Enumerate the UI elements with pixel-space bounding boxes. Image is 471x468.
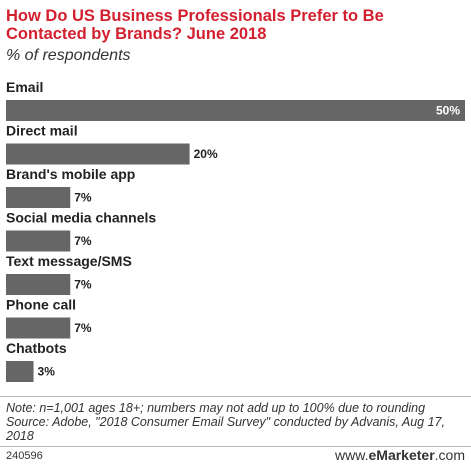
brand-logo: www.eMarketer.com xyxy=(335,447,465,463)
brand-prefix: www. xyxy=(335,447,369,463)
bar-chart: Email 50% Direct mail 20% Brand's mobile app… xyxy=(6,79,465,382)
category-label: Chatbots xyxy=(6,340,67,356)
category-label: Direct mail xyxy=(6,123,78,139)
category-label: Text message/SMS xyxy=(6,253,132,269)
category-label: Brand's mobile app xyxy=(6,166,135,182)
source-note: Note: n=1,001 ages 18+; numbers may not … xyxy=(6,401,445,443)
bar xyxy=(6,361,34,382)
chart-id: 240596 xyxy=(6,450,43,462)
bar xyxy=(6,274,71,295)
value-label: 50% xyxy=(436,104,460,118)
chart-title: How Do US Business Professionals Prefer … xyxy=(6,7,384,43)
note-divider xyxy=(0,396,471,397)
bar xyxy=(6,187,71,208)
brand-name: eMarketer xyxy=(368,447,435,463)
value-label: 7% xyxy=(74,321,92,335)
bar xyxy=(6,230,71,252)
category-label: Social media channels xyxy=(6,210,156,226)
category-label: Email xyxy=(6,79,43,95)
value-label: 3% xyxy=(38,365,56,379)
chart-subtitle: % of respondents xyxy=(6,47,131,64)
category-label: Phone call xyxy=(6,297,76,313)
bar xyxy=(6,143,190,165)
value-label: 7% xyxy=(74,234,92,248)
bar xyxy=(6,100,465,121)
value-label: 7% xyxy=(74,191,92,205)
brand-suffix: .com xyxy=(434,447,465,463)
value-label: 20% xyxy=(194,147,218,161)
bar xyxy=(6,317,71,339)
value-label: 7% xyxy=(74,278,92,292)
footer-divider xyxy=(0,446,471,447)
